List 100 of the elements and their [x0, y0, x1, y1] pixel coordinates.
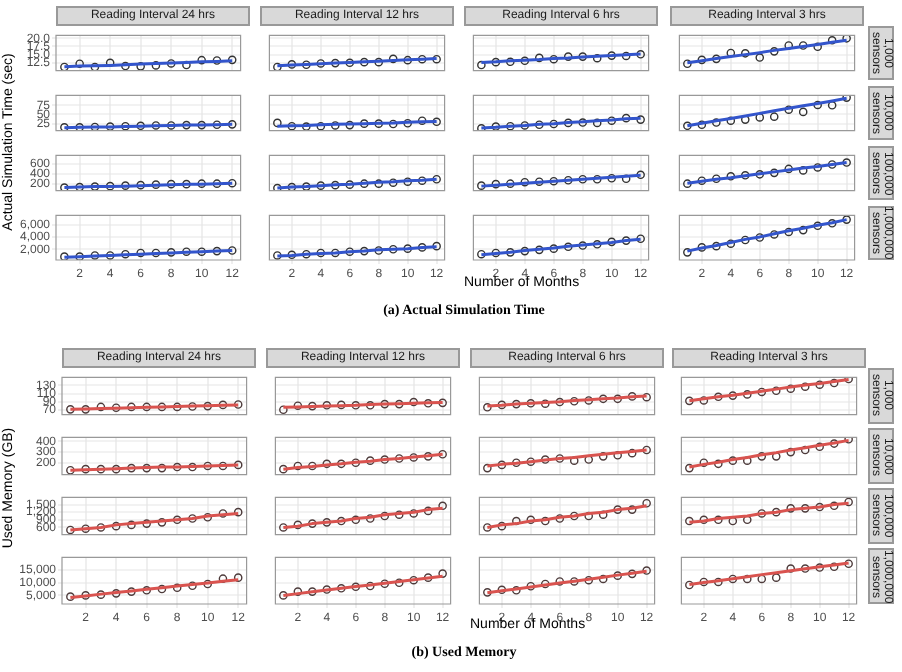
point	[380, 455, 390, 464]
point	[685, 580, 694, 590]
point	[127, 587, 136, 596]
point	[827, 101, 837, 110]
point	[784, 227, 794, 237]
point	[438, 501, 447, 511]
point	[203, 579, 212, 589]
point	[81, 524, 90, 533]
point	[293, 461, 303, 471]
point	[699, 396, 709, 405]
point	[798, 41, 808, 50]
point	[740, 49, 750, 58]
point	[800, 564, 810, 573]
point	[755, 53, 765, 62]
point	[800, 504, 810, 513]
point	[740, 171, 750, 180]
point	[683, 179, 692, 188]
point	[172, 583, 182, 593]
point	[815, 380, 824, 389]
point	[322, 459, 332, 469]
point	[699, 577, 709, 587]
point	[784, 105, 794, 114]
point	[844, 559, 853, 569]
point	[549, 244, 559, 253]
point	[96, 590, 106, 599]
point	[365, 456, 375, 465]
point	[555, 577, 565, 586]
point	[497, 521, 507, 531]
point	[813, 100, 822, 110]
point	[712, 174, 721, 184]
point	[534, 245, 544, 255]
point	[540, 516, 550, 526]
point	[813, 221, 822, 231]
point	[233, 573, 243, 582]
point	[157, 518, 167, 527]
point	[829, 562, 839, 572]
point	[740, 235, 750, 245]
point	[786, 447, 796, 457]
point	[142, 586, 151, 595]
point	[827, 219, 837, 228]
point	[712, 118, 721, 127]
point	[714, 515, 723, 525]
point	[699, 515, 709, 525]
point	[279, 464, 288, 474]
point	[842, 215, 851, 224]
point	[757, 387, 767, 397]
point	[636, 234, 645, 244]
point	[555, 454, 565, 463]
point	[336, 516, 346, 526]
point	[642, 498, 651, 508]
point	[157, 584, 167, 594]
point	[293, 587, 303, 596]
point	[798, 107, 808, 117]
point	[598, 574, 608, 584]
point	[279, 591, 288, 600]
point	[563, 242, 573, 252]
point	[592, 240, 602, 249]
point	[697, 243, 707, 252]
point	[526, 515, 536, 525]
point	[607, 237, 616, 247]
point	[769, 47, 779, 56]
point	[827, 35, 837, 45]
point	[815, 442, 824, 452]
point	[827, 160, 837, 169]
point	[742, 390, 752, 399]
point	[423, 506, 433, 516]
point	[786, 504, 796, 513]
point	[685, 516, 694, 526]
point	[308, 461, 317, 471]
point	[127, 520, 136, 530]
point	[512, 586, 521, 595]
point	[726, 171, 736, 181]
point	[815, 502, 824, 512]
point	[142, 519, 151, 528]
point	[627, 505, 637, 514]
point	[598, 510, 608, 519]
point	[351, 515, 361, 525]
point	[771, 386, 781, 396]
point	[726, 116, 736, 125]
point	[380, 511, 390, 521]
point	[829, 501, 839, 511]
point	[642, 445, 651, 455]
point	[491, 248, 501, 258]
point	[584, 575, 594, 585]
point	[726, 239, 736, 248]
point	[714, 392, 723, 402]
point	[409, 453, 418, 462]
point	[188, 581, 197, 591]
point	[813, 163, 822, 172]
point	[697, 176, 707, 186]
point	[769, 230, 779, 239]
point	[308, 587, 317, 596]
point	[784, 164, 794, 174]
point	[423, 573, 433, 582]
point	[96, 523, 106, 532]
point	[699, 458, 709, 468]
point	[771, 507, 781, 517]
point	[81, 591, 90, 600]
point	[815, 563, 824, 572]
point	[598, 452, 608, 461]
